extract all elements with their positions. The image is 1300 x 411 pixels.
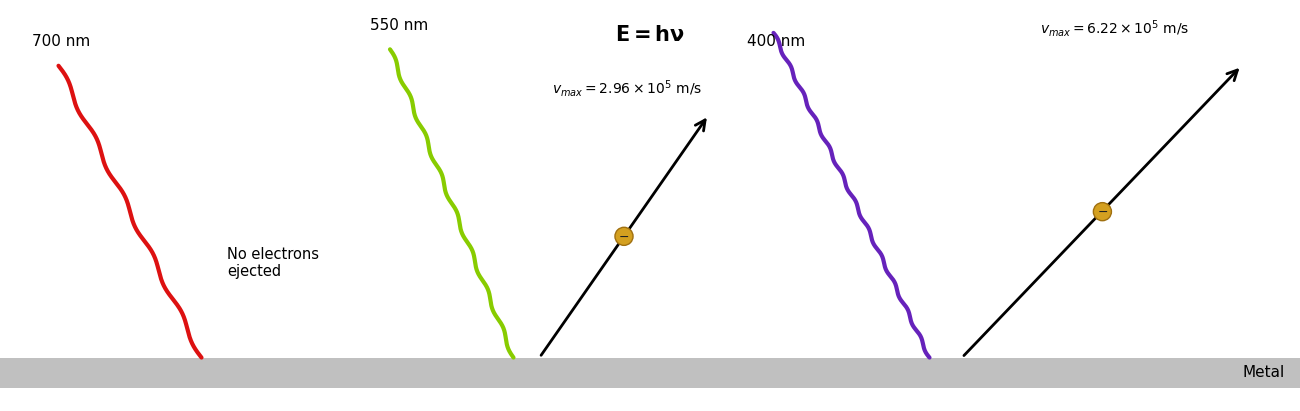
Text: $-$: $-$: [1097, 205, 1108, 218]
Text: $\mathbf{E = h\nu}$: $\mathbf{E = h\nu}$: [615, 25, 685, 45]
Text: $v_{max} = 6.22 \times 10^5$ m/s: $v_{max} = 6.22 \times 10^5$ m/s: [1040, 18, 1190, 39]
Ellipse shape: [615, 227, 633, 245]
Bar: [0, 358, 1300, 388]
Text: 700 nm: 700 nm: [32, 35, 91, 49]
Text: $v_{max} = 2.96 \times 10^5$ m/s: $v_{max} = 2.96 \times 10^5$ m/s: [552, 78, 703, 99]
Text: $-$: $-$: [619, 230, 629, 243]
Text: Metal: Metal: [1243, 365, 1284, 380]
Text: 400 nm: 400 nm: [747, 35, 806, 49]
Ellipse shape: [1093, 203, 1112, 221]
Text: 550 nm: 550 nm: [370, 18, 429, 33]
Text: No electrons
ejected: No electrons ejected: [227, 247, 320, 279]
